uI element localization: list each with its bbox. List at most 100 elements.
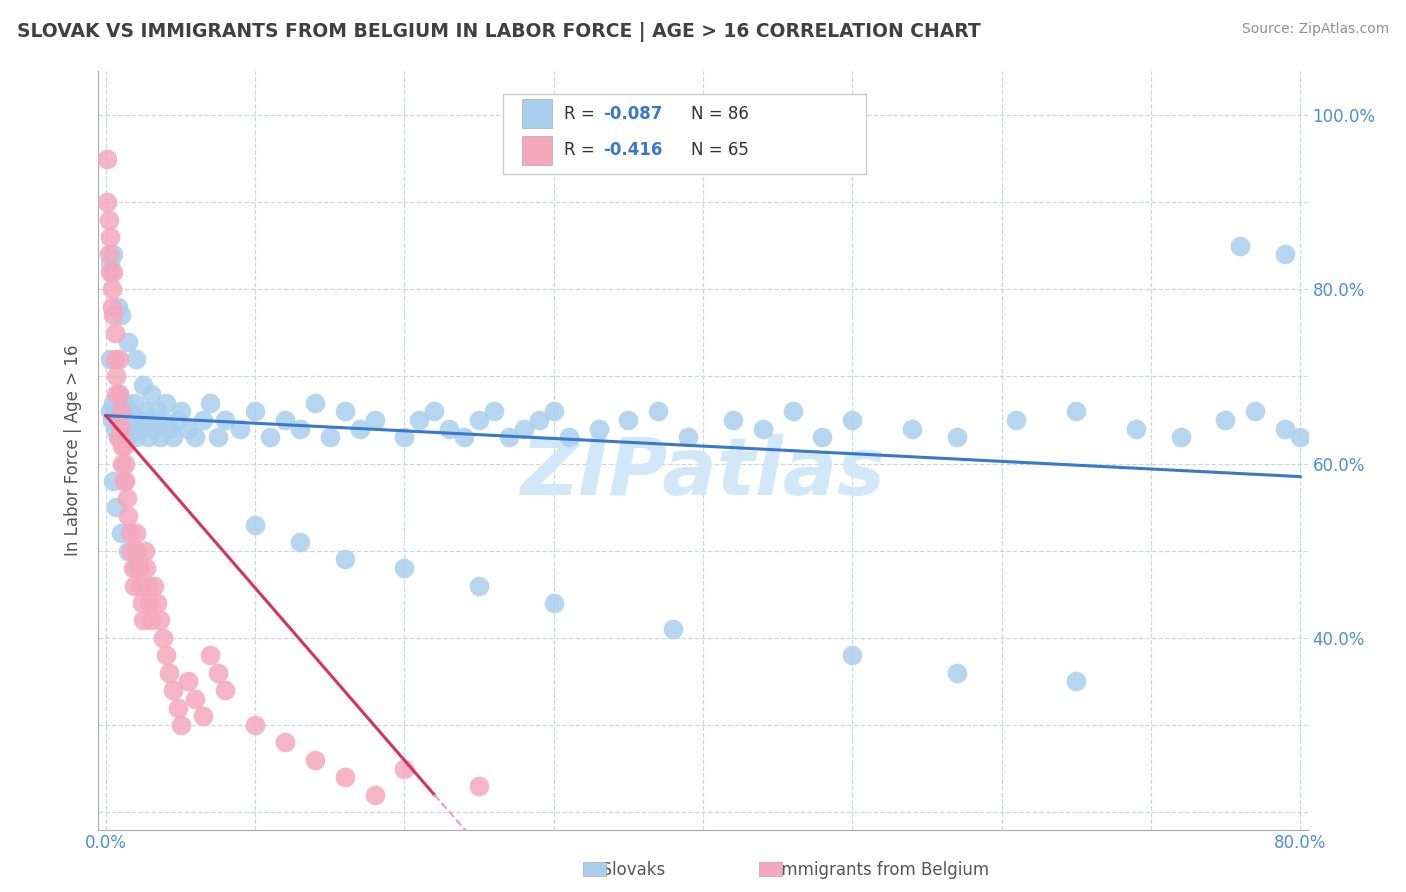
Point xyxy=(135,404,157,418)
Text: N = 86: N = 86 xyxy=(690,105,749,123)
Point xyxy=(121,413,143,427)
Point xyxy=(107,413,129,427)
Point xyxy=(110,413,132,427)
Point xyxy=(105,500,128,515)
Text: R =: R = xyxy=(564,105,600,123)
Point xyxy=(468,413,491,427)
Point xyxy=(166,700,188,714)
Point xyxy=(363,788,385,802)
Point xyxy=(108,386,131,401)
Point xyxy=(115,491,138,506)
Point xyxy=(1244,404,1267,418)
Point xyxy=(498,430,520,444)
Point xyxy=(274,413,297,427)
Point xyxy=(98,230,121,244)
Point xyxy=(200,395,222,409)
Point xyxy=(138,596,160,610)
Point xyxy=(96,152,118,166)
Point xyxy=(111,457,134,471)
Point xyxy=(103,247,125,261)
Point xyxy=(127,543,149,558)
Point xyxy=(439,422,461,436)
Point xyxy=(142,578,165,592)
Point xyxy=(243,517,266,532)
Point xyxy=(453,430,475,444)
Point xyxy=(107,430,129,444)
Point xyxy=(118,404,141,418)
Point xyxy=(333,404,356,418)
Point xyxy=(1215,413,1237,427)
Point xyxy=(647,404,669,418)
Point xyxy=(207,430,229,444)
Point xyxy=(527,413,550,427)
Point xyxy=(136,430,159,444)
Point xyxy=(243,718,266,732)
Point xyxy=(191,413,214,427)
Point xyxy=(110,526,132,541)
Point xyxy=(662,622,685,636)
Point xyxy=(408,413,430,427)
Point xyxy=(482,404,505,418)
Y-axis label: In Labor Force | Age > 16: In Labor Force | Age > 16 xyxy=(65,344,83,557)
Point xyxy=(349,422,371,436)
Point xyxy=(125,430,148,444)
Point xyxy=(125,351,148,366)
Point xyxy=(132,413,155,427)
Point xyxy=(134,543,156,558)
Point xyxy=(319,430,342,444)
Point xyxy=(139,614,162,628)
Point xyxy=(117,430,139,444)
Point xyxy=(1064,674,1087,689)
Point xyxy=(107,430,129,444)
Point xyxy=(120,543,142,558)
Point xyxy=(149,614,172,628)
Point xyxy=(184,430,207,444)
Point xyxy=(162,430,184,444)
Point xyxy=(841,413,863,427)
Point xyxy=(128,413,150,427)
FancyBboxPatch shape xyxy=(522,136,553,165)
Point xyxy=(98,265,121,279)
Point xyxy=(98,351,121,366)
Point xyxy=(125,526,148,541)
Point xyxy=(129,578,152,592)
Point xyxy=(184,691,207,706)
Point xyxy=(111,422,134,436)
Point xyxy=(543,404,565,418)
Point xyxy=(152,413,174,427)
Point xyxy=(676,430,699,444)
Point xyxy=(1125,422,1147,436)
Point xyxy=(363,413,385,427)
Point xyxy=(117,508,139,523)
Point xyxy=(98,404,121,418)
Point xyxy=(152,631,174,645)
Point xyxy=(149,430,172,444)
Point xyxy=(557,430,579,444)
Point xyxy=(135,561,157,575)
Point xyxy=(288,535,311,549)
Point xyxy=(114,474,136,488)
Point xyxy=(751,422,773,436)
Point xyxy=(259,430,281,444)
Point xyxy=(274,735,297,749)
Point xyxy=(1289,430,1312,444)
Point xyxy=(125,561,148,575)
Point xyxy=(155,395,177,409)
Point xyxy=(105,404,128,418)
Point xyxy=(105,386,128,401)
Point xyxy=(114,395,136,409)
Point xyxy=(101,413,124,427)
Point xyxy=(945,430,967,444)
Point xyxy=(468,578,491,592)
Point xyxy=(304,753,326,767)
Point xyxy=(114,457,136,471)
Point xyxy=(721,413,744,427)
Point xyxy=(617,413,640,427)
Point xyxy=(394,561,416,575)
Point xyxy=(1274,247,1296,261)
Point xyxy=(112,474,135,488)
Point xyxy=(112,404,135,418)
Text: SLOVAK VS IMMIGRANTS FROM BELGIUM IN LABOR FORCE | AGE > 16 CORRELATION CHART: SLOVAK VS IMMIGRANTS FROM BELGIUM IN LAB… xyxy=(17,22,980,42)
Point xyxy=(104,326,127,340)
Point xyxy=(111,439,134,453)
